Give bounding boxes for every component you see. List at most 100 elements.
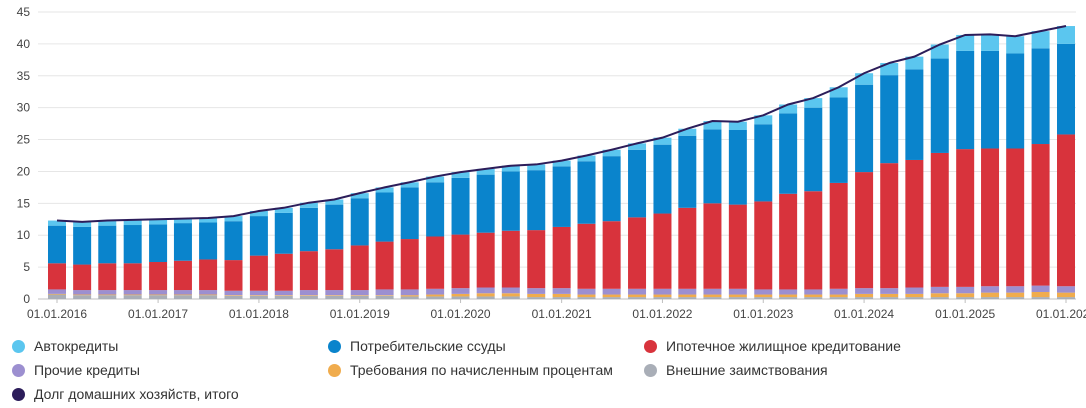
bar-segment[interactable] (274, 207, 293, 213)
bar-segment[interactable] (173, 218, 192, 224)
bar-segment[interactable] (981, 148, 1000, 287)
bar-segment[interactable] (577, 155, 596, 162)
bar-segment[interactable] (274, 290, 293, 296)
bar-segment[interactable] (602, 288, 621, 295)
bar-segment[interactable] (400, 239, 419, 290)
bar-segment[interactable] (400, 296, 419, 299)
bar-segment[interactable] (1031, 297, 1050, 299)
bar-segment[interactable] (602, 221, 621, 289)
bar-segment[interactable] (678, 128, 697, 136)
bar-segment[interactable] (476, 174, 495, 233)
bar-segment[interactable] (299, 202, 318, 208)
bar-segment[interactable] (754, 201, 773, 290)
bar-segment[interactable] (754, 289, 773, 295)
bar-segment[interactable] (728, 294, 747, 298)
bar-segment[interactable] (501, 165, 520, 172)
bar-segment[interactable] (451, 172, 470, 178)
bar-segment[interactable] (375, 295, 394, 299)
bar-segment[interactable] (653, 213, 672, 289)
bar-segment[interactable] (804, 191, 823, 290)
bar-segment[interactable] (501, 171, 520, 231)
bar-segment[interactable] (779, 289, 798, 295)
legend-item-consumer-loans[interactable]: Потребительские ссуды (328, 338, 506, 354)
bar-segment[interactable] (426, 176, 445, 183)
bar-segment[interactable] (224, 221, 243, 261)
bar-segment[interactable] (804, 98, 823, 108)
bar-segment[interactable] (577, 223, 596, 289)
bar-segment[interactable] (577, 297, 596, 299)
bar-segment[interactable] (981, 34, 1000, 51)
bar-segment[interactable] (779, 113, 798, 194)
bar-segment[interactable] (804, 297, 823, 299)
bar-segment[interactable] (325, 295, 344, 296)
bar-segment[interactable] (98, 290, 117, 295)
bar-segment[interactable] (628, 143, 647, 150)
bar-segment[interactable] (754, 297, 773, 299)
bar-segment[interactable] (48, 289, 66, 294)
bar-segment[interactable] (451, 177, 470, 235)
bar-segment[interactable] (728, 297, 747, 299)
bar-segment[interactable] (123, 294, 142, 296)
bar-segment[interactable] (956, 293, 975, 298)
bar-segment[interactable] (123, 225, 142, 264)
bar-segment[interactable] (602, 149, 621, 157)
bar-segment[interactable] (880, 75, 899, 164)
bar-segment[interactable] (325, 249, 344, 291)
bar-segment[interactable] (199, 290, 218, 295)
bar-segment[interactable] (149, 290, 168, 295)
bar-segment[interactable] (1057, 43, 1075, 135)
bar-segment[interactable] (451, 293, 470, 297)
bar-segment[interactable] (476, 296, 495, 299)
bar-segment[interactable] (880, 297, 899, 299)
bar-segment[interactable] (1031, 291, 1050, 298)
bar-segment[interactable] (400, 295, 419, 297)
bar-segment[interactable] (224, 216, 243, 222)
bar-segment[interactable] (678, 294, 697, 298)
bar-segment[interactable] (173, 295, 192, 299)
bar-segment[interactable] (577, 288, 596, 295)
bar-segment[interactable] (855, 293, 874, 298)
bar-segment[interactable] (1057, 134, 1075, 287)
bar-segment[interactable] (880, 163, 899, 289)
bar-segment[interactable] (199, 222, 218, 260)
bar-segment[interactable] (1006, 148, 1025, 287)
bar-segment[interactable] (703, 129, 722, 204)
bar-segment[interactable] (149, 294, 168, 296)
bar-segment[interactable] (199, 259, 218, 291)
bar-segment[interactable] (804, 289, 823, 295)
bar-segment[interactable] (350, 295, 369, 299)
bar-segment[interactable] (98, 294, 117, 296)
bar-segment[interactable] (653, 294, 672, 298)
bar-segment[interactable] (476, 287, 495, 294)
bar-segment[interactable] (628, 294, 647, 298)
legend-item-auto-loans[interactable]: Автокредиты (12, 338, 118, 354)
bar-segment[interactable] (375, 192, 394, 242)
bar-segment[interactable] (829, 288, 848, 295)
bar-segment[interactable] (375, 289, 394, 296)
bar-segment[interactable] (476, 293, 495, 297)
bar-segment[interactable] (930, 44, 949, 59)
bar-segment[interactable] (451, 234, 470, 289)
bar-segment[interactable] (501, 296, 520, 299)
bar-segment[interactable] (98, 263, 117, 291)
bar-segment[interactable] (981, 297, 1000, 299)
bar-segment[interactable] (224, 260, 243, 291)
bar-segment[interactable] (173, 223, 192, 261)
bar-segment[interactable] (855, 73, 874, 85)
bar-segment[interactable] (73, 295, 92, 299)
bar-segment[interactable] (930, 293, 949, 298)
bar-segment[interactable] (48, 220, 66, 226)
bar-segment[interactable] (855, 84, 874, 173)
bar-segment[interactable] (426, 296, 445, 299)
bar-segment[interactable] (1006, 292, 1025, 298)
bar-segment[interactable] (552, 297, 571, 299)
bar-segment[interactable] (299, 295, 318, 296)
bar-segment[interactable] (527, 293, 546, 298)
bar-segment[interactable] (476, 232, 495, 288)
bar-segment[interactable] (224, 295, 243, 299)
bar-segment[interactable] (325, 199, 344, 205)
bar-segment[interactable] (123, 290, 142, 295)
bar-segment[interactable] (804, 294, 823, 298)
bar-segment[interactable] (905, 297, 924, 299)
bar-segment[interactable] (350, 198, 369, 246)
